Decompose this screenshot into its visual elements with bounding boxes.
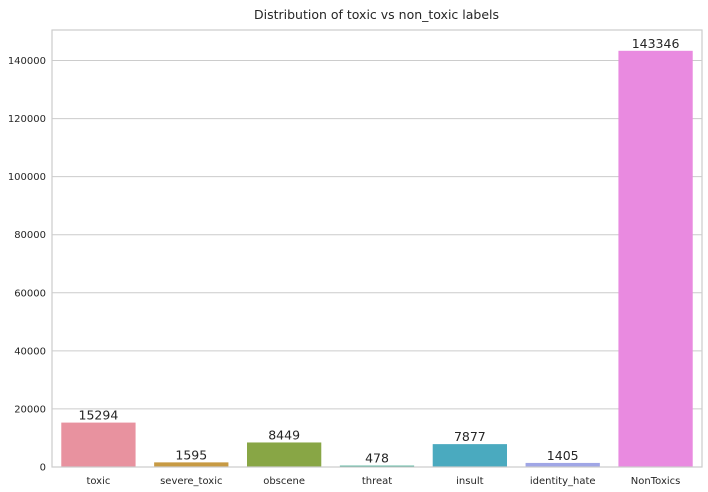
x-tick-label: insult [456, 476, 483, 487]
y-tick-label: 100000 [8, 172, 46, 183]
bar-obscene [247, 442, 322, 467]
bar-identity-hate [525, 462, 600, 467]
bar-insult [432, 444, 507, 467]
bar-toxic [61, 422, 136, 467]
data-label: 1595 [175, 447, 207, 462]
x-axis-ticks: toxic severe_toxic obscene threat insult iden… [86, 476, 680, 487]
y-tick-label: 40000 [14, 346, 46, 357]
y-axis-ticks: 0 20000 40000 60000 80000 100000 120000 140000 [8, 56, 46, 473]
x-tick-label: NonToxics [631, 476, 681, 487]
data-labels: 15294 1595 8449 478 7877 1405 143346 [79, 36, 680, 466]
bar-threat [339, 465, 415, 467]
data-label: 478 [365, 451, 389, 466]
y-tick-label: 120000 [8, 114, 46, 125]
x-tick-label: toxic [86, 476, 110, 487]
plot-frame [51, 29, 703, 468]
y-tick-label: 60000 [14, 288, 46, 299]
y-tick-label: 0 [40, 463, 46, 474]
x-tick-label: obscene [263, 476, 305, 487]
data-label: 15294 [79, 408, 119, 423]
y-tick-label: 140000 [8, 56, 46, 67]
chart-title: Distribution of toxic vs non_toxic label… [254, 7, 499, 22]
gridlines [52, 60, 702, 410]
y-tick-label: 80000 [14, 230, 46, 241]
data-label: 7877 [454, 429, 486, 444]
bar-severe-toxic [154, 462, 229, 467]
x-tick-label: identity_hate [530, 476, 596, 487]
bars [61, 50, 693, 468]
x-tick-label: severe_toxic [160, 476, 222, 487]
x-tick-label: threat [362, 476, 392, 487]
data-label: 143346 [632, 36, 680, 51]
data-label: 1405 [547, 448, 579, 463]
data-label: 8449 [268, 427, 300, 442]
y-tick-label: 20000 [14, 404, 46, 415]
bar-nontoxics [618, 50, 693, 468]
